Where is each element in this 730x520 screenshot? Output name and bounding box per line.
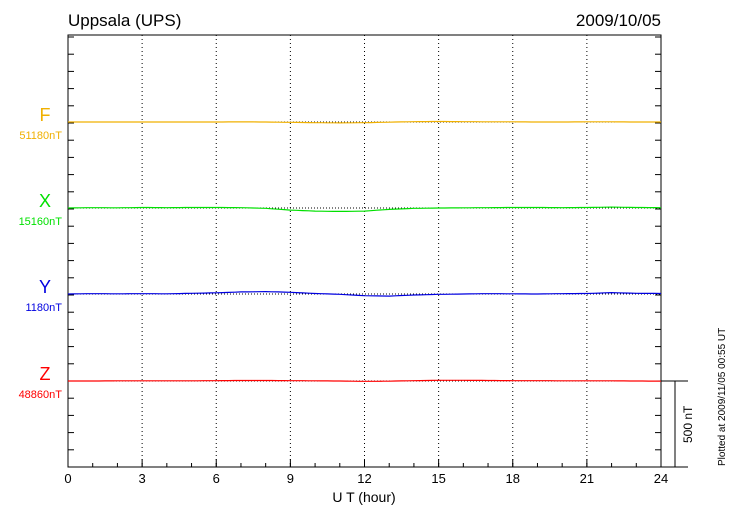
series-name-F: F	[40, 105, 51, 125]
series-name-Z: Z	[40, 364, 51, 384]
series-name-X: X	[39, 191, 51, 211]
scale-bar-label: 500 nT	[681, 405, 695, 443]
baseline-value-X: 15160nT	[19, 216, 63, 228]
chart-title: Uppsala (UPS)	[68, 11, 181, 30]
x-tick-label: 15	[431, 471, 445, 486]
x-tick-label: 3	[139, 471, 146, 486]
x-axis-label: U T (hour)	[332, 489, 395, 505]
baseline-value-Z: 48860nT	[19, 389, 63, 401]
x-tick-label: 21	[580, 471, 594, 486]
x-tick-label: 12	[357, 471, 371, 486]
x-tick-label: 0	[64, 471, 71, 486]
series-line-Z	[68, 379, 662, 382]
plotted-note: Plotted at 2009/11/05 00:55 UT	[717, 328, 728, 466]
chart-date: 2009/10/05	[576, 11, 661, 30]
series-line-X	[67, 206, 662, 212]
series-line-Y	[67, 290, 662, 297]
baseline-value-Y: 1180nT	[26, 302, 63, 314]
x-tick-label: 9	[287, 471, 294, 486]
baseline-value-F: 51180nT	[19, 130, 62, 142]
x-tick-label: 6	[213, 471, 220, 486]
x-tick-label: 24	[654, 471, 668, 486]
series-name-Y: Y	[39, 277, 51, 297]
series-line-F	[68, 120, 661, 124]
x-tick-label: 18	[506, 471, 520, 486]
